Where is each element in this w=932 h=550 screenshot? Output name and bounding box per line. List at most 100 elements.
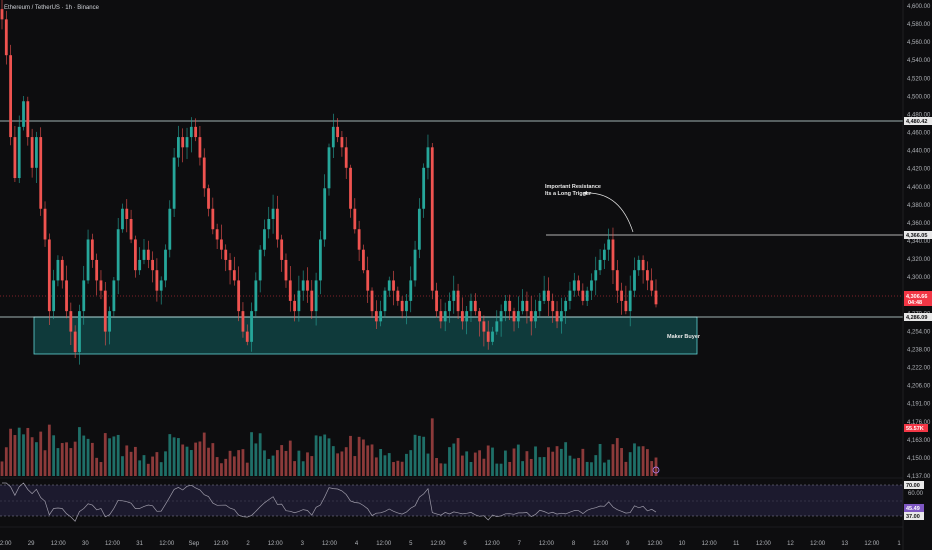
volume-bar — [194, 442, 198, 476]
price-axis-label: 4,580.00 — [907, 22, 931, 28]
candle-body — [521, 300, 525, 312]
volume-bar — [47, 424, 51, 476]
candle-body — [52, 280, 56, 312]
tag-support-text: 4,286.09 — [906, 315, 927, 321]
volume-bar — [4, 447, 8, 476]
volume-bar — [366, 445, 370, 476]
time-axis[interactable]: 12:002912:003012:003112:00Sep12:00212:00… — [0, 541, 901, 547]
volume-bar — [641, 446, 645, 476]
candle-body — [99, 280, 103, 291]
volume-bar — [177, 438, 180, 476]
candle-body — [525, 300, 529, 312]
candlestick-series — [0, 0, 658, 365]
volume-bar — [13, 435, 17, 476]
candle-body — [267, 218, 271, 230]
time-axis-label: 12:00 — [647, 541, 663, 547]
volume-bar — [22, 434, 25, 476]
volume-bar — [245, 462, 249, 476]
volume-bar — [353, 456, 357, 476]
volume-bar — [633, 443, 636, 476]
volume-bar — [138, 460, 142, 476]
volume-bar — [65, 442, 68, 476]
volume-bar — [323, 434, 327, 476]
volume-bar — [340, 451, 344, 476]
volume-bar — [116, 434, 120, 476]
candle-body — [516, 311, 520, 322]
candle-body — [473, 300, 477, 312]
candle-body — [607, 239, 611, 250]
volume-bar — [189, 450, 193, 476]
candle-body — [633, 270, 636, 291]
clock-icon[interactable] — [652, 466, 660, 474]
volume-bar — [516, 444, 520, 476]
candle-body — [349, 167, 352, 209]
candle-body — [275, 208, 279, 240]
candle-body — [577, 280, 580, 291]
price-axis-label: 4,460.00 — [907, 131, 931, 137]
candle-body — [594, 270, 598, 281]
volume-bar — [263, 450, 266, 476]
time-axis-label: 12:00 — [539, 541, 555, 547]
candle-body — [392, 280, 395, 291]
candle-body — [340, 137, 344, 148]
price-axis-label: 4,500.00 — [907, 94, 931, 100]
candle-body — [254, 280, 258, 312]
time-axis-label: 9 — [626, 541, 630, 547]
candle-body — [121, 208, 124, 230]
candle-body — [0, 9, 4, 20]
volume-bar — [482, 458, 486, 476]
candle-body — [9, 55, 13, 138]
price-axis-label: 4,320.00 — [907, 257, 931, 263]
volume-bar — [624, 461, 628, 476]
volume-bar — [52, 435, 56, 476]
candle-body — [263, 229, 266, 250]
time-axis-label: 12:00 — [213, 541, 229, 547]
volume-bar — [39, 431, 43, 476]
candle-body — [271, 208, 275, 219]
rsi-band — [0, 485, 903, 516]
time-axis-label: 12:00 — [376, 541, 392, 547]
price-axis-label: 4,206.00 — [907, 384, 931, 390]
volume-bar — [443, 463, 447, 476]
volume-bar — [146, 463, 150, 476]
price-axis[interactable]: 4,600.00 4,580.00 4,560.00 4,540.00 4,520.00… — [907, 4, 931, 480]
volume-bar — [35, 442, 38, 476]
volume-bar — [542, 457, 546, 476]
volume-bar — [555, 446, 559, 476]
volume-bar — [220, 463, 223, 476]
tag-rsi-upper: 70.00 — [904, 481, 924, 489]
volume-bar — [181, 444, 185, 476]
candle-body — [469, 300, 473, 312]
candle-body — [142, 249, 146, 260]
maker-buyer-zone[interactable] — [33, 316, 698, 355]
time-axis-label: 11 — [733, 541, 740, 547]
volume-bar — [129, 451, 133, 476]
candle-body — [310, 290, 314, 312]
volume-bar — [108, 438, 111, 476]
volume-bar — [400, 461, 404, 476]
candle-body — [413, 249, 417, 281]
volume-bar — [297, 450, 301, 476]
volume-bar — [344, 447, 348, 476]
candle-body — [202, 157, 206, 189]
candle-body — [13, 137, 17, 179]
volume-bar — [405, 453, 408, 476]
volume-bar — [26, 427, 30, 476]
candle-body — [306, 280, 309, 291]
volume-bar — [495, 463, 499, 476]
volume-bar — [215, 457, 219, 476]
price-axis-label: 4,176.00 — [907, 420, 931, 426]
candle-body — [374, 311, 378, 322]
tag-support: 4,286.09 — [904, 313, 932, 321]
volume-bar — [56, 448, 60, 476]
candle-body — [366, 270, 370, 291]
volume-bar — [465, 451, 469, 476]
candle-body — [293, 300, 296, 312]
volume-bar — [439, 463, 443, 476]
volume-bar — [585, 461, 589, 476]
volume-bar — [473, 452, 477, 476]
candle-body — [280, 239, 284, 260]
chart-title: Ethereum / TetherUS · 1h · Binance — [4, 5, 100, 11]
